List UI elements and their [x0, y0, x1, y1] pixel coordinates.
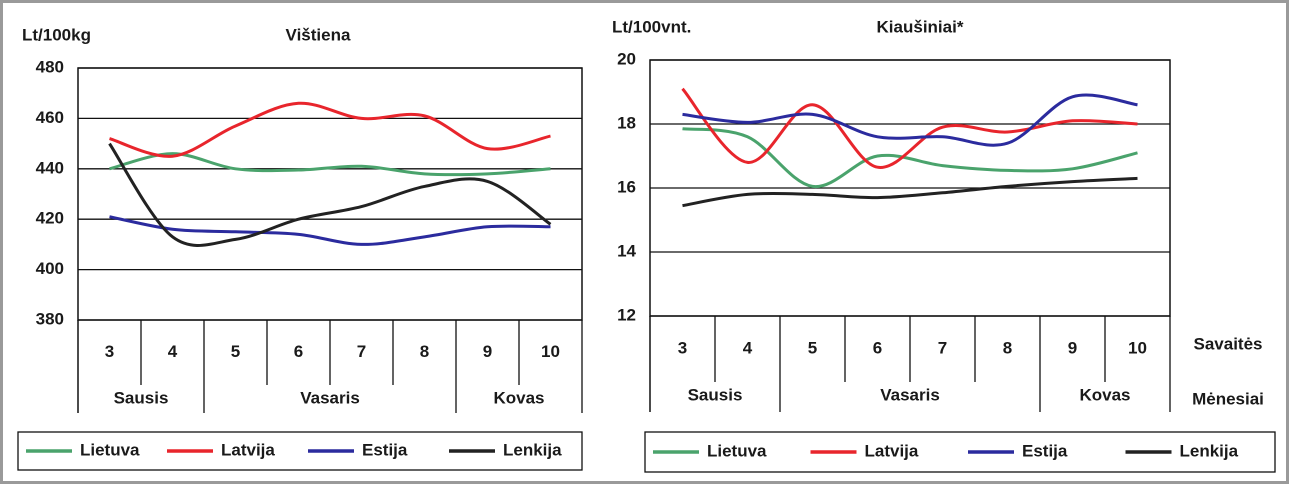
legend-label: Lietuva — [80, 440, 140, 459]
series-line — [109, 152, 551, 177]
y-axis-label: Lt/100kg — [22, 25, 91, 44]
x-tick-label: 4 — [168, 342, 178, 361]
legend-label: Estija — [362, 440, 408, 459]
x-tick-label: 4 — [743, 338, 753, 357]
y-tick-label: 20 — [617, 49, 636, 68]
series-line — [682, 127, 1138, 188]
month-label: Sausis — [114, 388, 169, 407]
legend-label: Lenkija — [503, 440, 562, 459]
x-tick-label: 7 — [357, 342, 366, 361]
month-label: Vasaris — [880, 385, 940, 404]
chart-title: Vištiena — [286, 25, 351, 44]
x-tick-label: 10 — [541, 342, 560, 361]
x-tick-label: 6 — [873, 338, 882, 357]
y-axis-label: Lt/100vnt. — [612, 17, 691, 36]
x-tick-label: 8 — [1003, 338, 1012, 357]
x-tick-label: 7 — [938, 338, 947, 357]
y-tick-label: 460 — [36, 108, 64, 127]
month-label: Kovas — [1079, 385, 1130, 404]
series-line — [682, 93, 1138, 147]
row-label: Savaitės — [1194, 334, 1263, 353]
y-tick-label: 12 — [617, 305, 636, 324]
legend-label: Latvija — [221, 440, 275, 459]
legend-label: Estija — [1022, 441, 1068, 460]
legend-label: Latvija — [865, 441, 919, 460]
x-tick-label: 10 — [1128, 338, 1147, 357]
x-tick-label: 5 — [231, 342, 240, 361]
chart-title: Kiaušiniai* — [877, 17, 964, 36]
x-tick-label: 9 — [483, 342, 492, 361]
y-tick-label: 14 — [617, 241, 636, 260]
x-tick-label: 5 — [808, 338, 817, 357]
x-tick-label: 3 — [678, 338, 687, 357]
y-tick-label: 16 — [617, 177, 636, 196]
row-label: Mėnesiai — [1192, 389, 1264, 408]
series-line — [682, 176, 1138, 208]
legend-label: Lietuva — [707, 441, 767, 460]
series-line — [109, 101, 551, 158]
y-tick-label: 380 — [36, 309, 64, 328]
x-tick-label: 3 — [105, 342, 114, 361]
legend-label: Lenkija — [1180, 441, 1239, 460]
y-tick-label: 400 — [36, 259, 64, 278]
series-line — [109, 215, 551, 246]
series-line — [108, 142, 552, 247]
y-tick-label: 480 — [36, 57, 64, 76]
x-tick-label: 6 — [294, 342, 303, 361]
month-label: Sausis — [688, 385, 743, 404]
x-tick-label: 8 — [420, 342, 429, 361]
y-tick-label: 18 — [617, 113, 636, 132]
y-tick-label: 440 — [36, 158, 64, 177]
series-line — [681, 87, 1138, 169]
month-label: Kovas — [493, 388, 544, 407]
y-tick-label: 420 — [36, 209, 64, 228]
month-label: Vasaris — [300, 388, 360, 407]
x-tick-label: 9 — [1068, 338, 1077, 357]
